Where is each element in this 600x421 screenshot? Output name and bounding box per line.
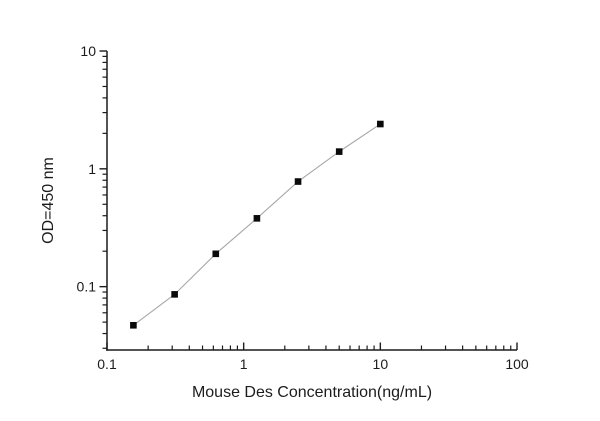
x-tick-label: 10 — [373, 356, 389, 372]
tick-marks — [99, 50, 518, 350]
data-point-marker — [171, 291, 178, 298]
y-axis-title: OD=450 nm — [40, 157, 57, 244]
axes — [106, 51, 517, 351]
data-point-marker — [130, 321, 137, 329]
x-tick-label: 0.1 — [97, 356, 117, 372]
x-tick-label: 1 — [240, 356, 248, 372]
tick-labels: 0.1 1 10 100 0.1 1 10 — [77, 43, 529, 372]
x-tick-label: 100 — [505, 356, 529, 372]
data-point-marker — [253, 215, 261, 222]
y-tick-label: 0.1 — [77, 279, 97, 295]
x-axis-title: Mouse Des Concentration(ng/mL) — [192, 384, 432, 401]
data-series — [130, 120, 384, 329]
data-point-marker — [377, 120, 384, 128]
y-tick-label: 10 — [80, 43, 96, 59]
data-point-marker — [294, 178, 302, 185]
data-point-marker — [335, 148, 343, 155]
y-tick-label: 1 — [88, 161, 96, 177]
data-point-marker — [212, 250, 220, 258]
data-line — [133, 123, 381, 326]
